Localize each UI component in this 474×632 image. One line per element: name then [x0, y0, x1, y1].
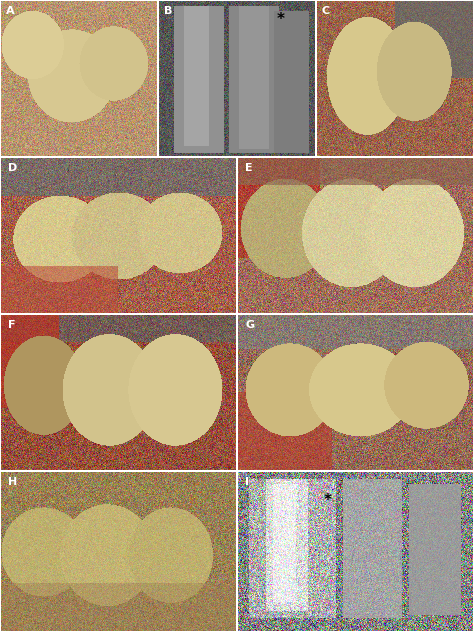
Text: E: E [245, 162, 253, 173]
Text: F: F [8, 320, 16, 330]
Text: G: G [245, 320, 254, 330]
Text: I: I [245, 477, 249, 487]
Text: *: * [277, 12, 285, 27]
Text: H: H [8, 477, 17, 487]
Text: C: C [322, 6, 330, 16]
Text: B: B [164, 6, 172, 16]
Text: *: * [323, 493, 331, 508]
Text: A: A [6, 6, 14, 16]
Text: D: D [8, 162, 17, 173]
